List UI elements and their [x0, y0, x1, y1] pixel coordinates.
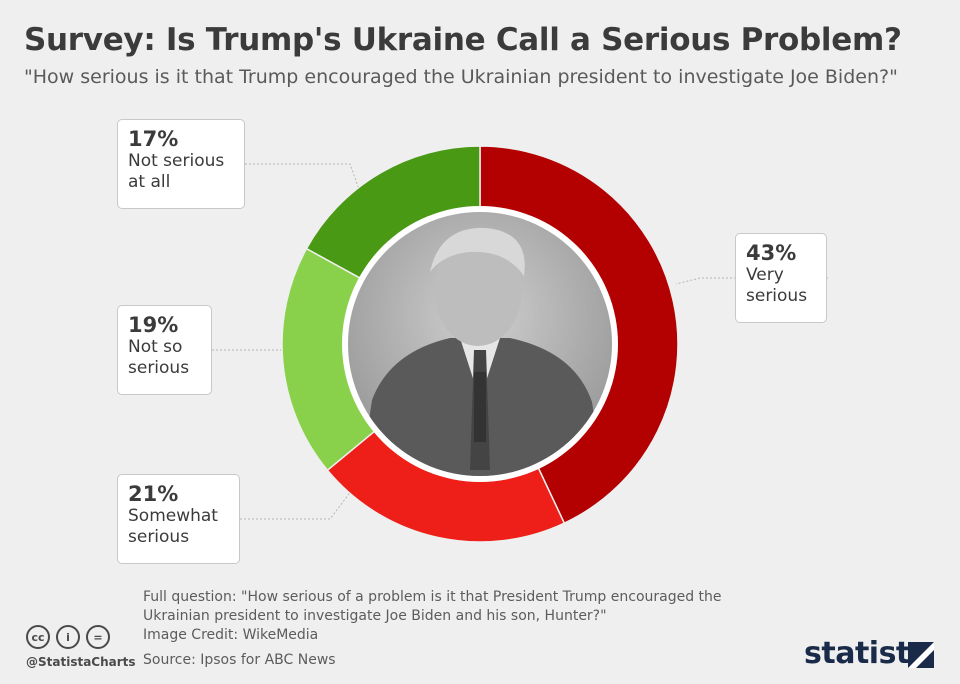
label-text-line: Very — [746, 265, 784, 285]
label-text-line: serious — [746, 286, 808, 306]
by-icon[interactable]: i — [56, 625, 80, 649]
label-somewhat-serious: 21% Somewhat serious — [117, 474, 240, 564]
label-connector — [245, 163, 361, 193]
chart-title: Survey: Is Trump's Ukraine Call a Seriou… — [24, 22, 902, 58]
footer-note-line: Image Credit: WikeMedia — [143, 627, 319, 643]
label-pct: 43% — [746, 241, 797, 265]
cc-icon[interactable]: cc — [26, 625, 50, 649]
label-text-line: Not serious — [128, 151, 225, 171]
label-text-line: serious — [128, 527, 190, 547]
label-connector — [675, 277, 828, 285]
footer-note-line: Full question: "How serious of a problem… — [143, 589, 722, 605]
label-not-so-serious: 19% Not so serious — [117, 305, 212, 395]
license-icons: cc i = — [26, 625, 110, 649]
label-connector — [240, 489, 353, 520]
brand-logo-icon — [908, 642, 934, 668]
label-pct: 21% — [128, 482, 179, 506]
label-text-line: serious — [128, 358, 190, 378]
social-handle[interactable]: @StatistaCharts — [26, 655, 136, 669]
label-text-line: Somewhat — [128, 506, 218, 526]
label-not-serious-at-all: 17% Not serious at all — [117, 119, 245, 209]
source-text: Source: Ipsos for ABC News — [143, 652, 336, 668]
label-pct: 17% — [128, 127, 179, 151]
footer-note: Full question: "How serious of a problem… — [143, 588, 783, 645]
center-photo — [342, 206, 618, 482]
label-text-line: at all — [128, 172, 171, 192]
donut-slices — [281, 145, 679, 543]
label-pct: 19% — [128, 313, 179, 337]
label-text-line: Not so — [128, 337, 183, 357]
nd-icon[interactable]: = — [86, 625, 110, 649]
label-very-serious: 43% Very serious — [735, 233, 827, 323]
label-connectors — [212, 163, 828, 520]
footer-note-line: Ukrainian president to investigate Joe B… — [143, 608, 607, 624]
chart-subtitle: "How serious is it that Trump encouraged… — [24, 66, 898, 88]
